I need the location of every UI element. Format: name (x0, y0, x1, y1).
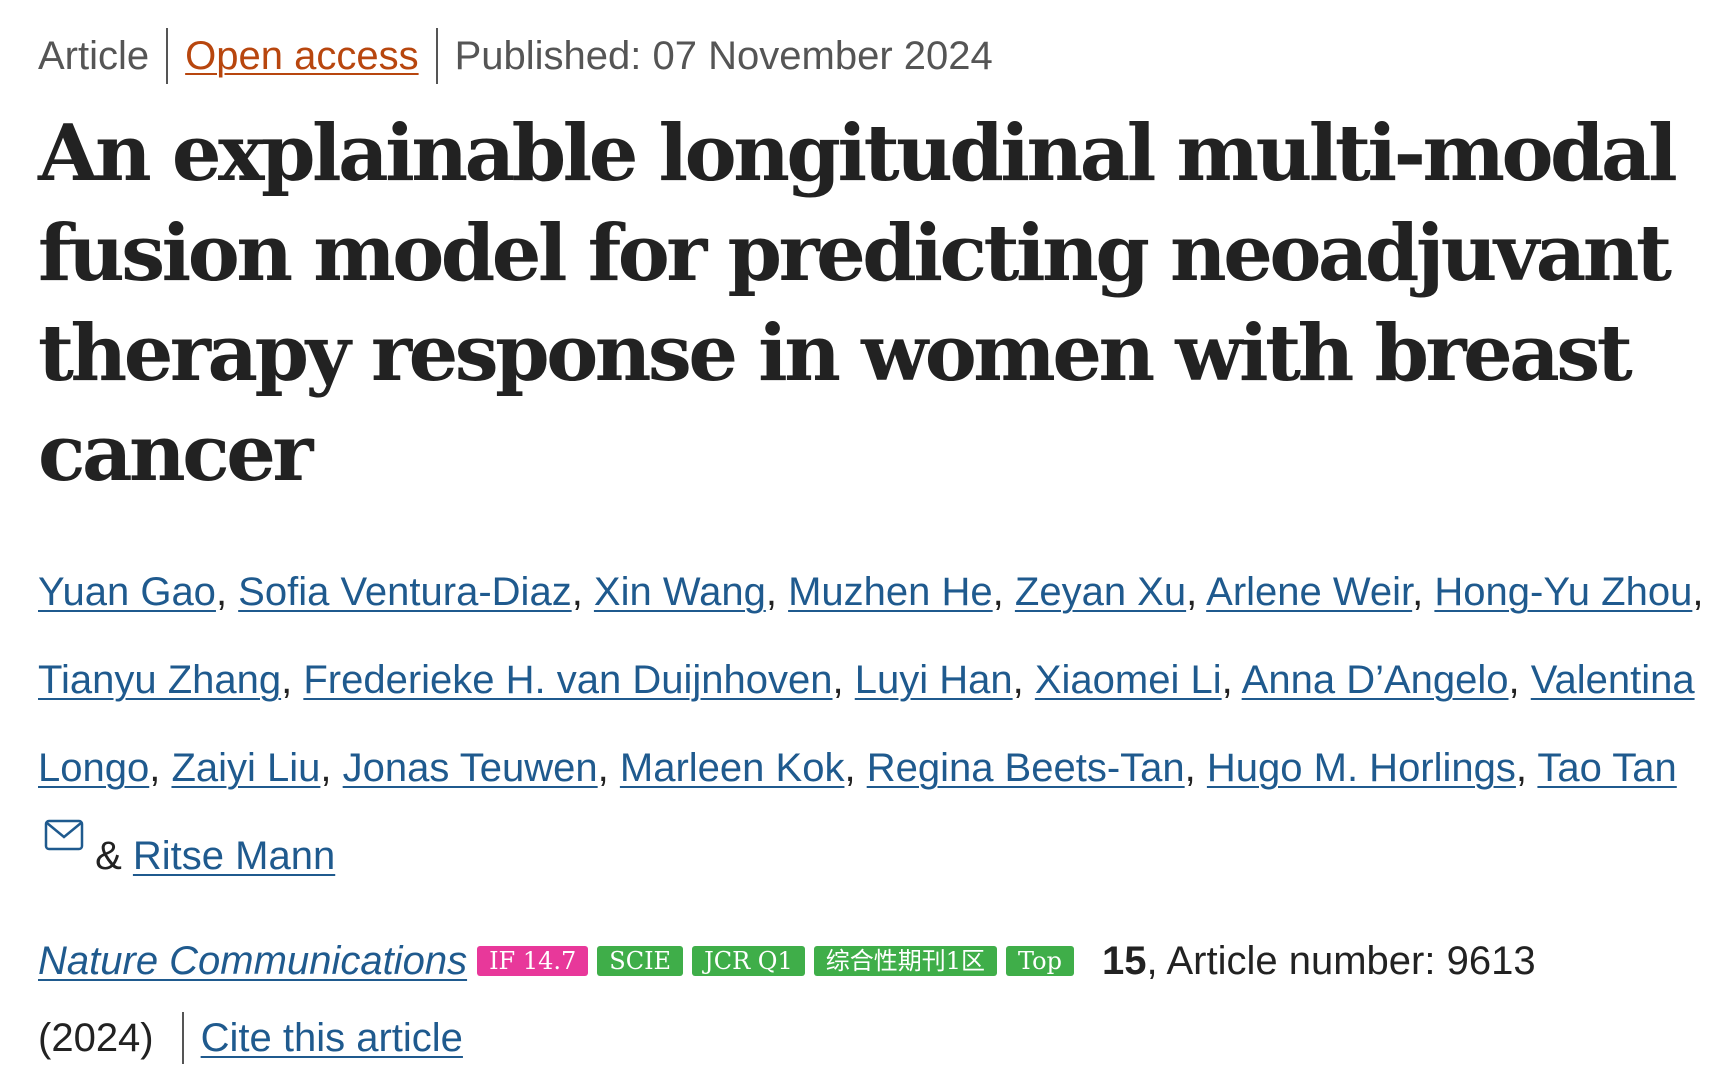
open-access-link[interactable]: Open access (185, 33, 419, 78)
author-link[interactable]: Marleen Kok (619, 746, 845, 790)
author-link[interactable]: Yuan Gao (38, 570, 216, 614)
author-separator: , (597, 746, 620, 790)
author-separator: , (571, 570, 594, 614)
author-separator: , (1412, 570, 1435, 614)
publication-year: (2024) (38, 1015, 154, 1060)
author-link[interactable]: Ritse Mann (132, 834, 336, 878)
published-date: Published: 07 November 2024 (454, 33, 993, 78)
meta-divider (166, 28, 169, 84)
article-number: , Article number: 9613 (1146, 938, 1536, 983)
journal-badge: Top (1006, 946, 1074, 976)
author-link[interactable]: Zeyan Xu (1014, 570, 1187, 614)
author-separator: , (1184, 746, 1207, 790)
author-list: Yuan Gao, Sofia Ventura-Diaz, Xin Wang, … (38, 548, 1716, 900)
author-link[interactable]: Anna D’Angelo (1241, 658, 1509, 702)
author-link[interactable]: Tianyu Zhang (38, 658, 282, 702)
article-meta: Article Open access Published: 07 Novemb… (38, 26, 993, 86)
author-separator: , (1186, 570, 1207, 614)
journal-badges: IF 14.7 SCIE JCR Q1 综合性期刊1区 Top (477, 946, 1074, 976)
journal-info: Nature Communications IF 14.7 SCIE JCR Q1 综… (38, 930, 1716, 992)
cite-this-article-link[interactable]: Cite this article (200, 1015, 463, 1060)
author-separator: , (1221, 658, 1242, 702)
citation-row: (2024) Cite this article (38, 1010, 463, 1066)
author-separator: , (320, 746, 343, 790)
author-link[interactable]: Sofia Ventura-Diaz (238, 570, 572, 614)
author-separator: , (992, 570, 1015, 614)
author-link[interactable]: Valentina Longo (38, 658, 1695, 790)
author-separator: , (215, 570, 239, 614)
author-link[interactable]: Luyi Han (854, 658, 1013, 702)
article-title: An explainable longitudinal multi-modal … (38, 108, 1678, 499)
mail-icon[interactable] (44, 819, 84, 851)
author-separator: , (844, 746, 867, 790)
author-link[interactable]: Muzhen He (788, 570, 993, 614)
author-link[interactable]: Xin Wang (593, 570, 766, 614)
journal-badge: 综合性期刊1区 (813, 946, 997, 976)
author-separator: , (1515, 746, 1538, 790)
volume-info: 15, Article number: 9613 (1102, 939, 1536, 984)
citation-divider (181, 1012, 184, 1064)
journal-badge: JCR Q1 (692, 946, 805, 976)
author-link[interactable]: Regina Beets-Tan (866, 746, 1185, 790)
author-link[interactable]: Arlene Weir (1206, 570, 1413, 614)
meta-divider (435, 28, 438, 84)
volume-number: 15 (1101, 938, 1147, 983)
author-link[interactable]: Xiaomei Li (1034, 658, 1222, 702)
author-separator: , (149, 746, 172, 790)
author-separator: , (765, 570, 789, 614)
author-link[interactable]: Frederieke H. van Duijnhoven (303, 658, 833, 702)
author-separator: , (832, 658, 855, 702)
author-link[interactable]: Jonas Teuwen (342, 746, 598, 790)
journal-badge: IF 14.7 (477, 946, 589, 976)
author-separator: , (281, 658, 304, 702)
author-link[interactable]: Hong-Yu Zhou (1434, 570, 1693, 614)
author-link[interactable]: Zaiyi Liu (171, 746, 321, 790)
author-separator: & (84, 834, 133, 878)
article-type: Article (38, 33, 150, 78)
author-separator: , (1692, 570, 1704, 614)
author-separator: , (1508, 658, 1531, 702)
author-separator: , (1012, 658, 1035, 702)
journal-name-link[interactable]: Nature Communications (38, 938, 468, 983)
journal-badge: SCIE (597, 946, 684, 976)
author-link[interactable]: Hugo M. Horlings (1206, 746, 1516, 790)
author-link[interactable]: Tao Tan (1537, 746, 1677, 790)
